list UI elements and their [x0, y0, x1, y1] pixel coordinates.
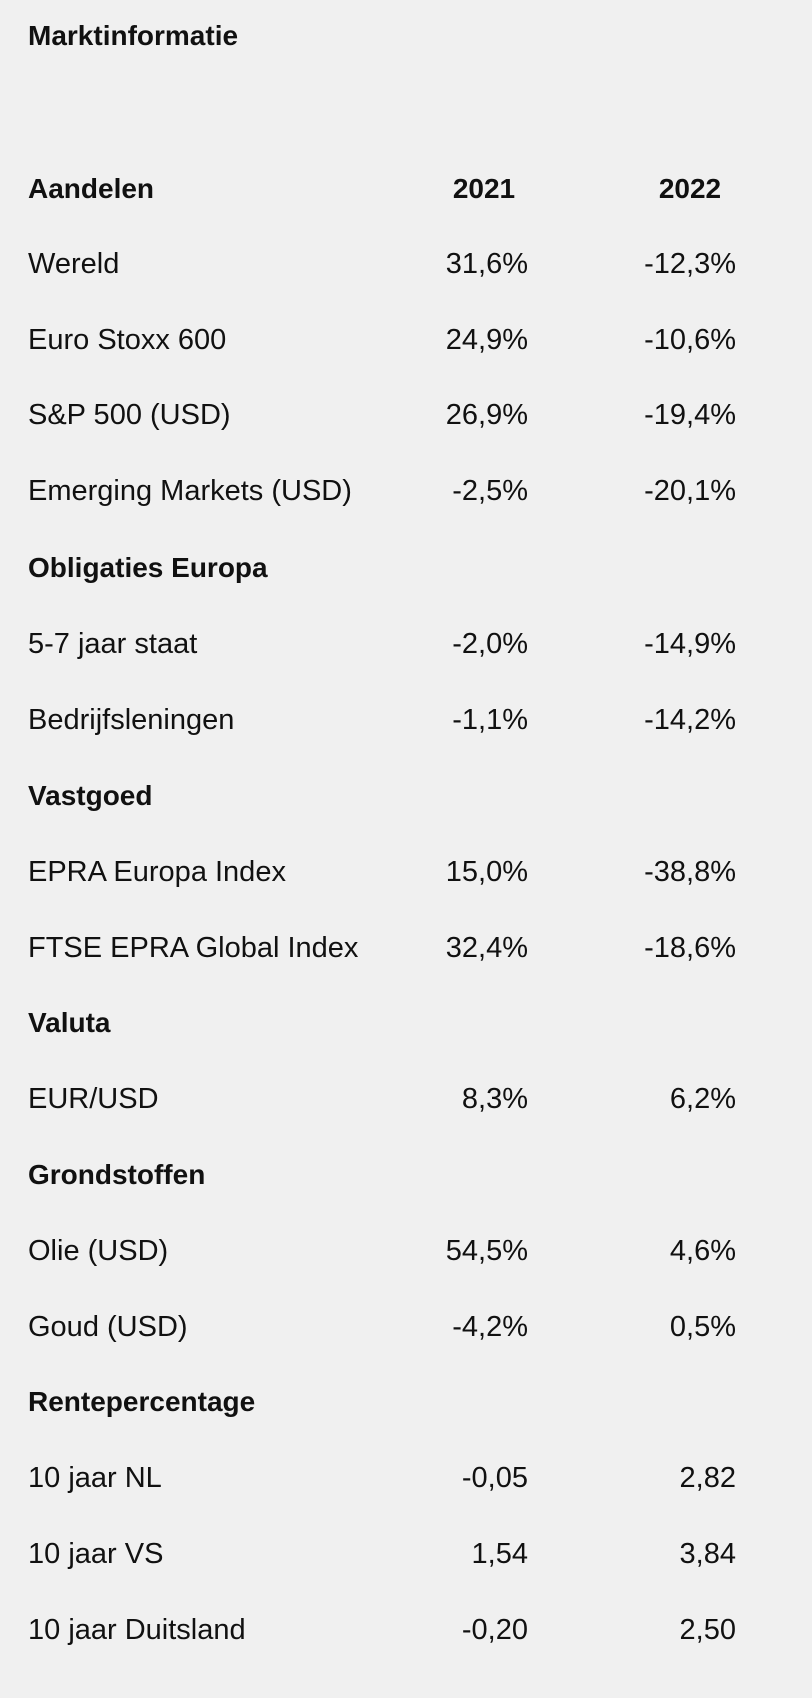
table-row: 10 jaar NL -0,05 2,82 — [0, 1458, 812, 1498]
value-2022: -12,3% — [644, 248, 736, 280]
value-2022: 2,82 — [679, 1462, 736, 1494]
section-heading-valuta: Valuta — [0, 1003, 812, 1043]
row-label: 10 jaar NL — [28, 1462, 162, 1494]
row-label: EPRA Europa Index — [28, 856, 286, 888]
value-2022: 3,84 — [679, 1538, 736, 1570]
table-row: Olie (USD) 54,5% 4,6% — [0, 1231, 812, 1271]
value-2021: -2,5% — [452, 475, 528, 507]
section-title: Vastgoed — [28, 780, 153, 811]
section-heading-vastgoed: Vastgoed — [0, 776, 812, 816]
table-row: Euro Stoxx 600 24,9% -10,6% — [0, 320, 812, 360]
table-row: EPRA Europa Index 15,0% -38,8% — [0, 852, 812, 892]
value-2021: -0,05 — [461, 1462, 528, 1494]
table-header-row: Aandelen 2021 2022 — [0, 169, 812, 209]
row-label: Olie (USD) — [28, 1235, 169, 1267]
value-2021: 26,9% — [445, 399, 528, 431]
value-2022: 6,2% — [669, 1083, 736, 1115]
row-label: Bedrijfsleningen — [28, 704, 235, 736]
section-title: Grondstoffen — [28, 1159, 206, 1190]
header-year-2022: 2022 — [658, 173, 722, 204]
row-label: Emerging Markets (USD) — [28, 475, 352, 507]
value-2022: -14,2% — [644, 704, 736, 736]
value-2021: 31,6% — [445, 248, 528, 280]
value-2022: 0,5% — [669, 1311, 736, 1343]
table-row: Bedrijfsleningen -1,1% -14,2% — [0, 700, 812, 740]
value-2022: -10,6% — [644, 324, 736, 356]
table-row: 10 jaar Duitsland -0,20 2,50 — [0, 1610, 812, 1650]
section-title: Rentepercentage — [28, 1386, 256, 1417]
value-2021: -0,20 — [461, 1614, 528, 1646]
value-2021: 15,0% — [445, 856, 528, 888]
value-2021: 8,3% — [461, 1083, 528, 1115]
row-label: S&P 500 (USD) — [28, 399, 231, 431]
value-2022: -19,4% — [644, 399, 736, 431]
table-row: 5-7 jaar staat -2,0% -14,9% — [0, 624, 812, 664]
row-label: Euro Stoxx 600 — [28, 324, 227, 356]
value-2021: 32,4% — [445, 932, 528, 964]
section-heading-rentepercentage: Rentepercentage — [0, 1382, 812, 1422]
row-label: FTSE EPRA Global Index — [28, 932, 359, 964]
row-label: 10 jaar Duitsland — [28, 1614, 246, 1646]
value-2021: -1,1% — [452, 704, 528, 736]
page-title: Marktinformatie — [28, 20, 239, 51]
table-row: S&P 500 (USD) 26,9% -19,4% — [0, 395, 812, 435]
row-label: EUR/USD — [28, 1083, 159, 1115]
table-row: Wereld 31,6% -12,3% — [0, 244, 812, 284]
value-2022: -20,1% — [644, 475, 736, 507]
value-2021: -2,0% — [452, 628, 528, 660]
value-2021: -4,2% — [452, 1311, 528, 1343]
section-title: Valuta — [28, 1007, 111, 1038]
table-row: FTSE EPRA Global Index 32,4% -18,6% — [0, 928, 812, 968]
table-row: Emerging Markets (USD) -2,5% -20,1% — [0, 471, 812, 511]
section-heading-grondstoffen: Grondstoffen — [0, 1155, 812, 1195]
value-2022: -38,8% — [644, 856, 736, 888]
table-row: 10 jaar VS 1,54 3,84 — [0, 1534, 812, 1574]
table-row: Goud (USD) -4,2% 0,5% — [0, 1307, 812, 1347]
value-2021: 54,5% — [445, 1235, 528, 1267]
value-2022: 4,6% — [669, 1235, 736, 1267]
row-label: Goud (USD) — [28, 1311, 188, 1343]
row-label: 10 jaar VS — [28, 1538, 164, 1570]
header-year-2021: 2021 — [452, 173, 516, 204]
section-heading-obligaties: Obligaties Europa — [0, 548, 812, 588]
value-2022: -18,6% — [644, 932, 736, 964]
row-label: 5-7 jaar staat — [28, 628, 198, 660]
section-title: Obligaties Europa — [28, 552, 268, 583]
value-2022: -14,9% — [644, 628, 736, 660]
value-2021: 1,54 — [471, 1538, 528, 1570]
table-row: EUR/USD 8,3% 6,2% — [0, 1079, 812, 1119]
header-category: Aandelen — [28, 173, 155, 204]
value-2022: 2,50 — [679, 1614, 736, 1646]
value-2021: 24,9% — [445, 324, 528, 356]
row-label: Wereld — [28, 248, 120, 280]
